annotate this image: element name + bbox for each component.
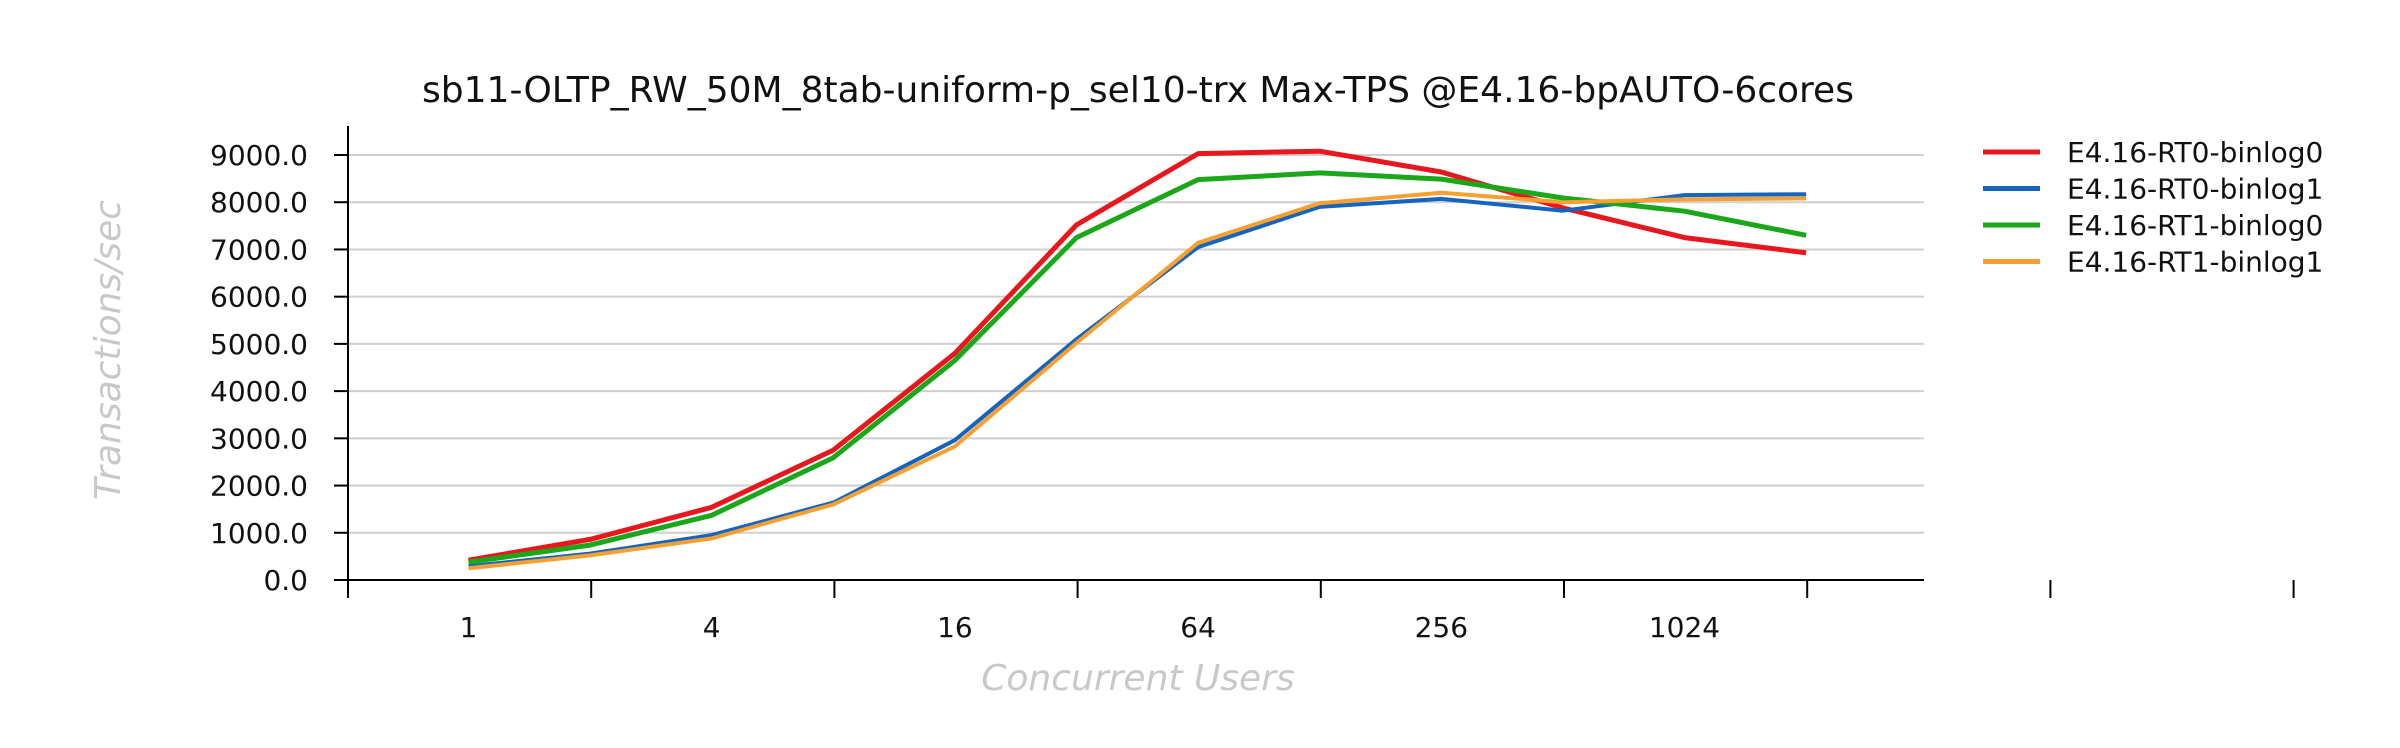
series-line-E4.16-RT1-binlog0 — [468, 170, 1807, 565]
x-tick-label: 4 — [703, 611, 721, 644]
y-tick-label: 1000.0 — [210, 517, 308, 550]
x-tick-label: 16 — [937, 611, 973, 644]
chart-title: sb11-OLTP_RW_50M_8tab-uniform-p_sel10-tr… — [422, 70, 1854, 111]
y-tick-label: 5000.0 — [210, 328, 308, 361]
series-lines — [468, 148, 1807, 571]
x-tick-label: 256 — [1415, 611, 1468, 644]
x-tick-label: 64 — [1180, 611, 1216, 644]
y-tick-label: 9000.0 — [210, 139, 308, 172]
x-tick-labels: 1 4 16 64 256 1024 — [460, 611, 1721, 644]
y-tick-label: 6000.0 — [210, 281, 308, 314]
series-line-E4.16-RT0-binlog0 — [468, 148, 1807, 563]
legend: E4.16-RT0-binlog0E4.16-RT0-binlog1E4.16-… — [1983, 136, 2323, 279]
y-tick-label: 7000.0 — [210, 233, 308, 266]
legend-label: E4.16-RT0-binlog0 — [2067, 136, 2323, 169]
y-tick-labels: 0.0 1000.0 2000.0 3000.0 4000.0 5000.0 6000.0 7… — [210, 139, 308, 597]
grid-lines — [348, 154, 1924, 534]
y-tick-label: 0.0 — [263, 564, 308, 597]
y-tick-label: 4000.0 — [210, 375, 308, 408]
legend-label: E4.16-RT1-binlog0 — [2067, 209, 2323, 242]
axes — [334, 126, 2295, 598]
y-axis-title: Transactions/sec — [88, 200, 129, 500]
y-tick-label: 3000.0 — [210, 422, 308, 455]
x-tick-label: 1 — [460, 611, 478, 644]
x-axis-title: Concurrent Users — [981, 658, 1295, 699]
legend-label: E4.16-RT0-binlog1 — [2067, 173, 2323, 206]
y-tick-label: 8000.0 — [210, 186, 308, 219]
y-tick-label: 2000.0 — [210, 470, 308, 503]
legend-label: E4.16-RT1-binlog1 — [2067, 246, 2323, 279]
series-line-E4.16-RT1-binlog1 — [468, 190, 1807, 571]
x-tick-label: 1024 — [1649, 611, 1720, 644]
